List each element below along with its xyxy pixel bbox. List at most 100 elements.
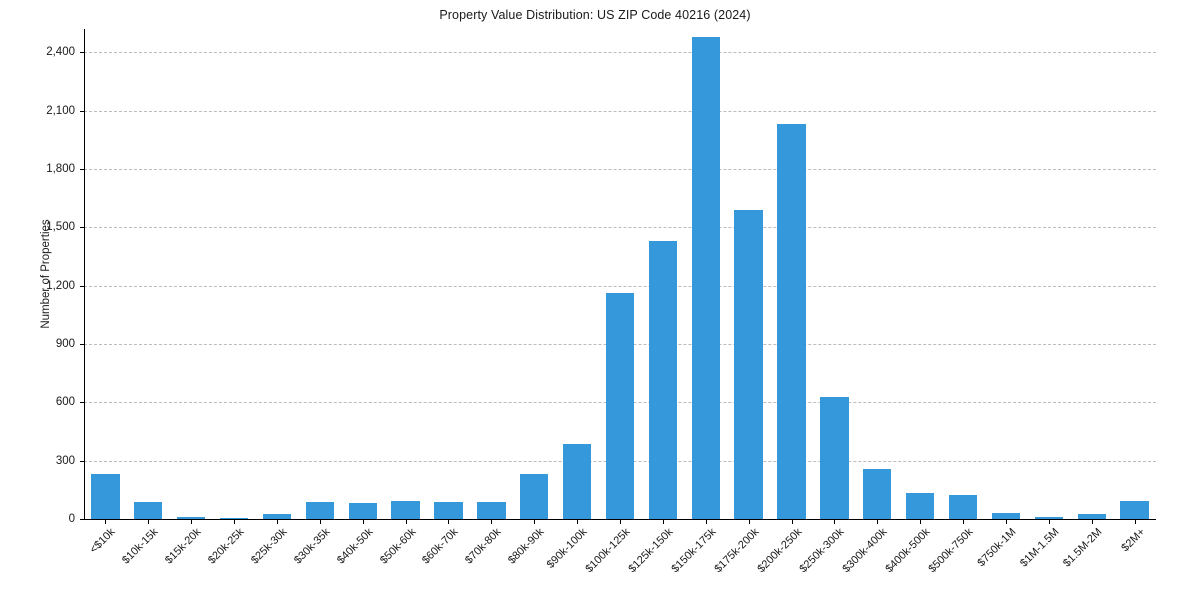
bar[interactable] [1034, 517, 1063, 519]
x-tick-mark [920, 519, 922, 524]
bar[interactable] [734, 209, 763, 519]
x-tick-label: $25k-30k [248, 526, 290, 567]
y-tick-label: 1,200 [46, 279, 75, 292]
x-tick-label: $100k-125k [583, 526, 633, 576]
x-tick-mark [319, 519, 321, 524]
x-tick-label: $250k-300k [797, 526, 847, 576]
x-tick-label: $70k-80k [463, 526, 504, 567]
x-tick-label: $20k-25k [206, 526, 247, 567]
x-tick-mark [834, 519, 836, 524]
x-tick-mark [963, 519, 965, 524]
y-tick-mark [79, 460, 84, 462]
bar[interactable] [1077, 514, 1106, 519]
x-tick-label: $150k-175k [669, 526, 719, 576]
y-tick-label: 2,100 [46, 104, 75, 117]
y-tick-mark [79, 227, 84, 229]
x-tick-label: $125k-150k [626, 526, 676, 576]
x-tick-mark [877, 519, 879, 524]
y-axis-label: Number of Properties [40, 219, 52, 329]
x-tick-label: $60k-70k [420, 526, 461, 567]
x-tick-label: $175k-200k [711, 526, 762, 576]
bar[interactable] [391, 500, 420, 519]
bar[interactable] [991, 513, 1021, 519]
y-tick-mark [79, 285, 84, 287]
x-tick-label: $80k-90k [506, 526, 547, 567]
x-tick-mark [748, 519, 750, 524]
bar[interactable] [948, 494, 978, 519]
bar[interactable] [863, 468, 892, 519]
y-tick-label: 600 [55, 396, 75, 409]
x-tick-label: $1M-1.5M [1017, 526, 1062, 570]
x-tick-label: $200k-250k [754, 526, 805, 576]
x-tick-mark [620, 519, 621, 524]
bar[interactable] [262, 513, 292, 519]
x-tick-label: $15k-20k [163, 526, 204, 567]
y-tick-mark [79, 52, 84, 54]
bar[interactable] [906, 493, 935, 519]
x-tick-mark [191, 519, 193, 524]
y-tick-mark [79, 519, 84, 520]
bar[interactable] [305, 501, 334, 519]
x-tick-mark [362, 519, 364, 524]
plot-area [84, 29, 1156, 519]
y-tick-label: 1,500 [46, 221, 75, 234]
x-tick-mark [791, 519, 793, 524]
x-tick-label: $1.5M-2M [1060, 526, 1105, 570]
x-tick-mark [234, 519, 236, 524]
bar[interactable] [691, 36, 720, 519]
bar[interactable] [520, 474, 549, 519]
y-tick-mark [79, 344, 84, 345]
x-tick-label: <$10k [88, 526, 118, 556]
y-tick-mark [79, 110, 84, 112]
x-tick-mark [148, 519, 150, 524]
bar[interactable] [134, 501, 163, 519]
gridline-1200 [84, 285, 1156, 287]
bar[interactable] [177, 517, 206, 519]
y-tick-label: 2,400 [46, 46, 75, 59]
x-tick-label: $10k-15k [120, 526, 161, 567]
x-axis-ticks: <$10k $10k-15k $15k-20k $20k-25k $25k-30k $30… [84, 519, 1156, 590]
bar[interactable] [777, 124, 806, 519]
bar[interactable] [648, 240, 678, 519]
bar[interactable] [91, 473, 120, 519]
bar[interactable] [562, 443, 592, 519]
chart-title: Property Value Distribution: US ZIP Code… [439, 8, 751, 22]
bar[interactable] [820, 396, 849, 519]
gridline-2400 [84, 52, 1156, 54]
bar[interactable] [434, 501, 463, 519]
gridline-1500 [84, 227, 1156, 229]
gridline-1800 [84, 169, 1156, 170]
bar[interactable] [219, 517, 249, 519]
x-tick-label: $750k-1M [975, 526, 1019, 570]
x-tick-mark [405, 519, 407, 524]
bar[interactable] [605, 293, 635, 519]
x-tick-label: $300k-400k [840, 526, 890, 576]
y-tick-label: 1,800 [46, 163, 75, 175]
x-tick-label: $500k-750k [926, 526, 976, 576]
y-tick-mark [79, 169, 84, 170]
x-tick-mark [491, 519, 493, 524]
x-tick-mark [276, 519, 278, 524]
x-tick-mark [105, 519, 107, 524]
x-tick-mark [577, 519, 579, 524]
x-tick-mark [534, 519, 536, 524]
x-tick-mark [1091, 519, 1093, 524]
bar[interactable] [1120, 500, 1149, 519]
x-tick-mark [448, 519, 450, 524]
bar[interactable] [348, 503, 377, 519]
x-tick-label: $40k-50k [334, 526, 376, 567]
x-tick-mark [1134, 519, 1136, 524]
bar[interactable] [477, 502, 506, 519]
x-tick-label: $90k-100k [544, 526, 590, 571]
x-tick-mark [1005, 519, 1007, 524]
x-tick-label: $50k-60k [377, 526, 419, 567]
gridline-2100 [84, 110, 1156, 112]
x-tick-mark [662, 519, 664, 524]
x-tick-label: $400k-500k [883, 526, 933, 576]
x-tick-mark [1048, 519, 1050, 524]
x-tick-label: $30k-35k [291, 526, 333, 567]
y-tick-label: 0 [68, 513, 75, 525]
y-tick-label: 300 [55, 454, 75, 467]
y-tick-label: 900 [55, 338, 75, 350]
